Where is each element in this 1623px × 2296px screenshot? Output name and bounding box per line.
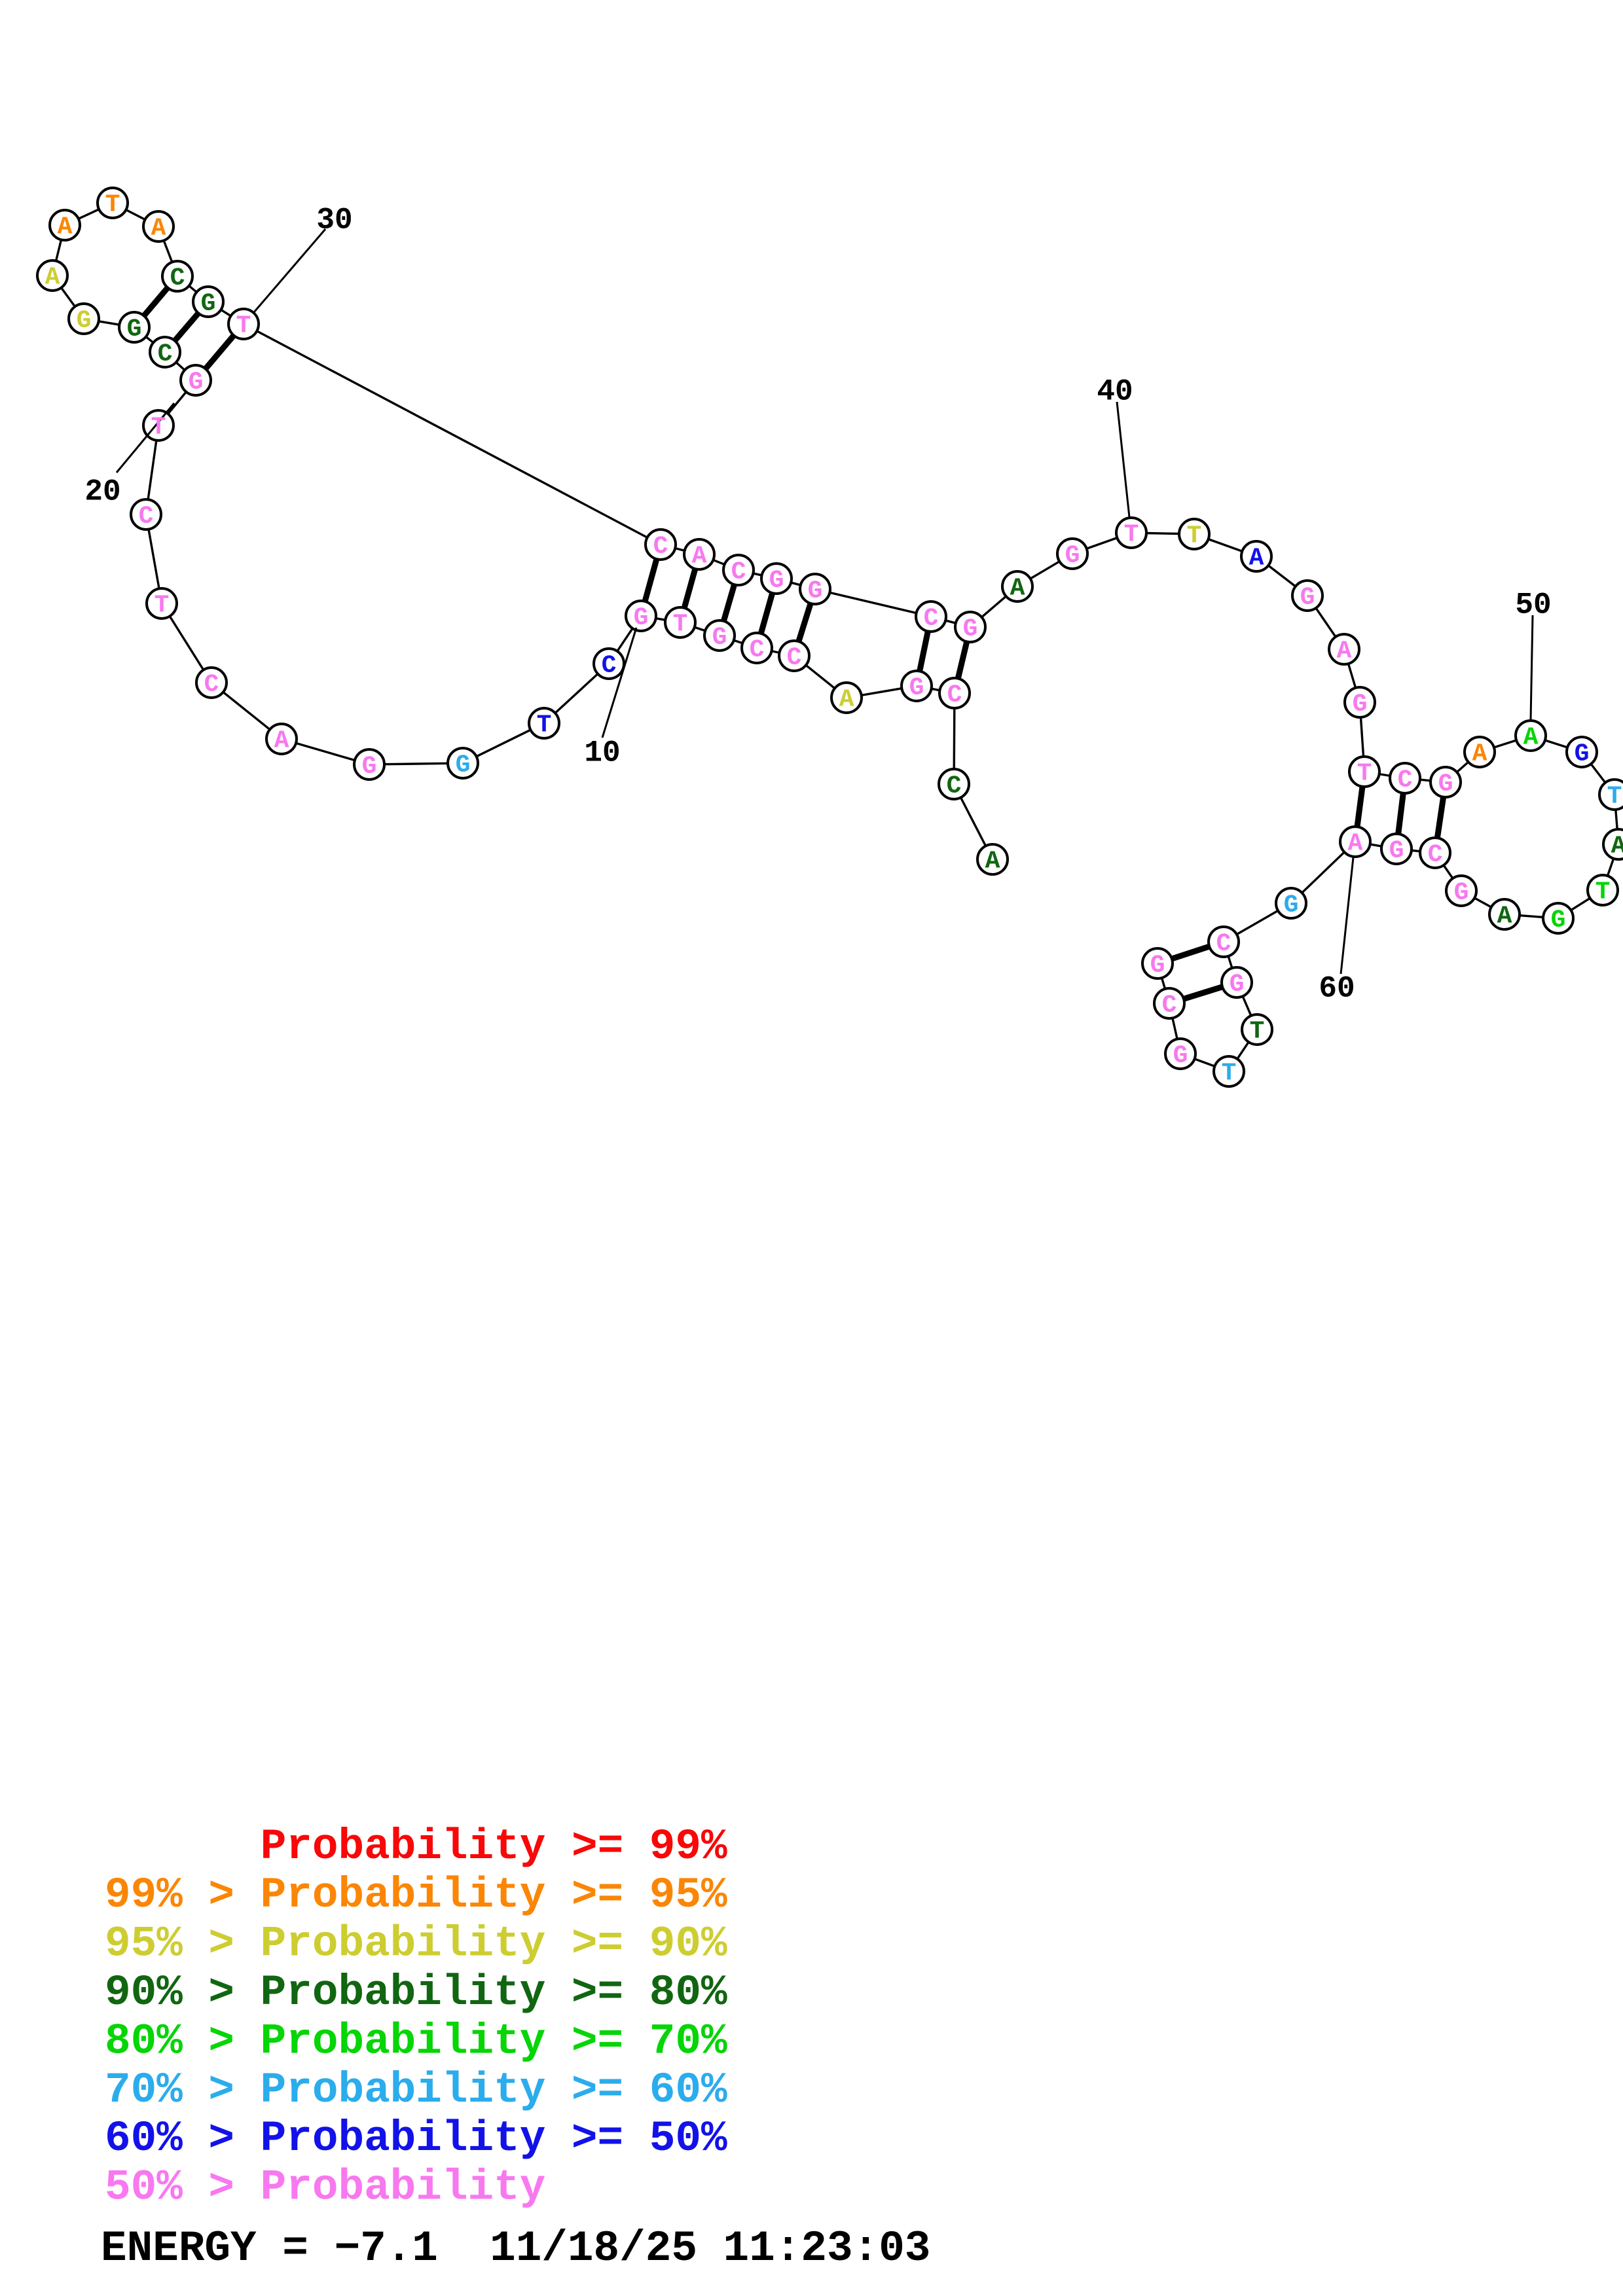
svg-text:G: G — [963, 615, 978, 643]
svg-text:C: C — [947, 772, 962, 800]
svg-text:T: T — [1187, 522, 1202, 550]
svg-text:T: T — [1222, 1060, 1237, 1088]
svg-text:10: 10 — [584, 736, 620, 770]
svg-text:T: T — [151, 414, 166, 442]
svg-text:ENERGY = −7.1 11/18/25 11:23:: ENERGY = −7.1 11/18/25 11:23:03 — [101, 2224, 930, 2273]
svg-text:T: T — [1607, 783, 1622, 811]
svg-text:C: C — [204, 671, 219, 699]
svg-text:95% > Probability >= 90%: 95% > Probability >= 90% — [105, 1920, 727, 1969]
svg-text:G: G — [808, 577, 823, 605]
svg-text:G: G — [1150, 952, 1165, 980]
svg-text:C: C — [1216, 930, 1231, 958]
svg-text:T: T — [105, 191, 120, 219]
svg-text:60% > Probability >= 50%: 60% > Probability >= 50% — [105, 2114, 727, 2163]
svg-text:T: T — [537, 711, 552, 740]
svg-text:T: T — [1250, 1018, 1265, 1046]
svg-text:G: G — [634, 604, 649, 632]
svg-text:C: C — [170, 264, 185, 293]
svg-text:A: A — [1249, 545, 1264, 573]
svg-text:G: G — [201, 290, 216, 318]
svg-text:A: A — [274, 727, 289, 755]
svg-text:C: C — [947, 681, 962, 709]
svg-text:G: G — [456, 751, 471, 780]
svg-text:G: G — [189, 368, 204, 397]
svg-text:C: C — [158, 340, 173, 368]
svg-text:40: 40 — [1097, 375, 1133, 409]
svg-text:G: G — [769, 567, 784, 595]
svg-text:G: G — [1389, 837, 1404, 865]
svg-text:G: G — [909, 674, 924, 702]
svg-text:30: 30 — [316, 204, 352, 238]
svg-text:A: A — [58, 213, 73, 242]
svg-text:A: A — [1497, 903, 1512, 931]
svg-text:T: T — [1124, 521, 1139, 549]
svg-text:C: C — [924, 605, 939, 633]
svg-text:G: G — [1284, 891, 1299, 920]
svg-text:A: A — [1472, 740, 1487, 768]
svg-text:C: C — [1428, 841, 1443, 869]
svg-text:A: A — [985, 848, 1000, 876]
svg-text:T: T — [1357, 760, 1372, 788]
svg-text:G: G — [1065, 542, 1080, 570]
svg-text:G: G — [1575, 740, 1590, 768]
svg-text:G: G — [1353, 691, 1368, 719]
svg-text:Probability >= 99%: Probability >= 99% — [261, 1822, 727, 1871]
svg-text:G: G — [1438, 770, 1453, 798]
svg-text:C: C — [653, 533, 668, 561]
svg-text:C: C — [731, 558, 746, 586]
svg-text:A: A — [151, 215, 166, 243]
svg-text:G: G — [77, 307, 92, 335]
svg-text:C: C — [602, 652, 617, 680]
svg-text:G: G — [362, 753, 377, 781]
svg-text:C: C — [750, 636, 765, 664]
svg-text:A: A — [839, 686, 854, 714]
svg-text:G: G — [1300, 584, 1315, 612]
svg-text:50: 50 — [1515, 588, 1551, 622]
svg-text:T: T — [673, 611, 688, 639]
svg-text:T: T — [1596, 878, 1611, 906]
svg-text:C: C — [787, 644, 802, 672]
svg-text:A: A — [1348, 830, 1363, 858]
svg-text:T: T — [236, 312, 251, 340]
svg-text:A: A — [1010, 575, 1025, 603]
svg-text:A: A — [1337, 637, 1352, 666]
svg-text:60: 60 — [1319, 972, 1355, 1006]
svg-text:G: G — [1551, 906, 1566, 935]
svg-text:A: A — [692, 543, 707, 571]
svg-text:C: C — [1162, 992, 1177, 1020]
svg-text:70% > Probability >= 60%: 70% > Probability >= 60% — [105, 2066, 727, 2115]
svg-text:50% > Probability: 50% > Probability — [105, 2163, 545, 2212]
svg-text:A: A — [45, 264, 60, 292]
svg-text:G: G — [127, 315, 142, 344]
svg-text:80% > Probability >= 70%: 80% > Probability >= 70% — [105, 2017, 727, 2066]
svg-text:99% > Probability >= 95%: 99% > Probability >= 95% — [105, 1871, 727, 1920]
svg-text:90% > Probability >= 80%: 90% > Probability >= 80% — [105, 1968, 727, 2017]
svg-text:C: C — [1398, 766, 1413, 795]
svg-text:G: G — [1454, 879, 1469, 907]
svg-text:C: C — [139, 503, 154, 531]
svg-text:G: G — [1230, 971, 1245, 999]
svg-text:A: A — [1611, 833, 1623, 861]
svg-text:20: 20 — [84, 475, 120, 509]
svg-text:G: G — [712, 624, 727, 652]
svg-text:A: A — [1523, 724, 1539, 752]
svg-text:T: T — [155, 592, 170, 620]
svg-text:G: G — [1173, 1042, 1188, 1070]
